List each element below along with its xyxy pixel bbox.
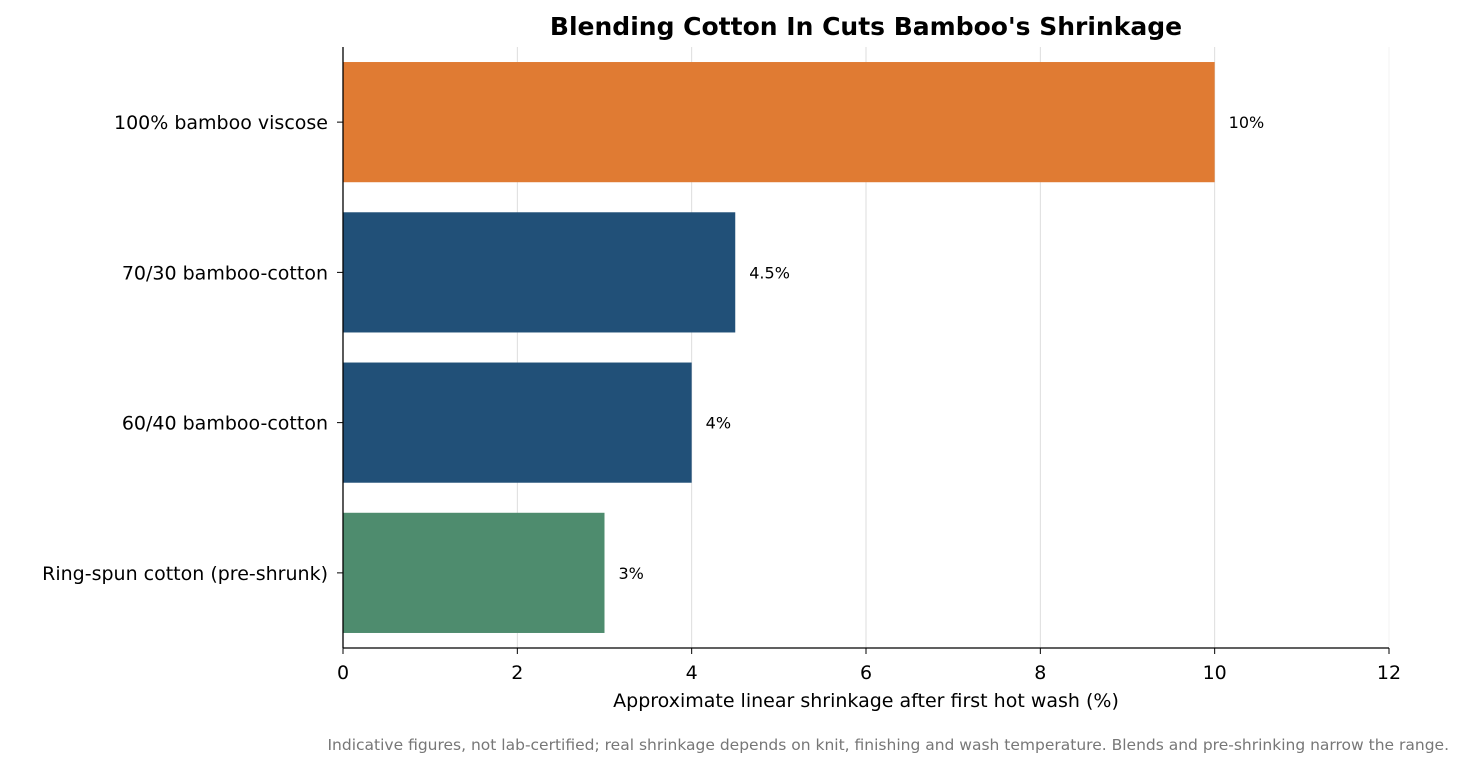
x-ticks: 0 2 4 6 8 10 12 bbox=[337, 648, 1401, 684]
category-label: Ring-spun cotton (pre-shrunk) bbox=[42, 563, 328, 585]
footnote: Indicative figures, not lab-certified; r… bbox=[327, 736, 1449, 754]
x-tick-label: 6 bbox=[860, 662, 872, 684]
bar bbox=[343, 62, 1215, 183]
data-label: 4% bbox=[706, 414, 731, 433]
x-axis-title: Approximate linear shrinkage after first… bbox=[613, 690, 1119, 712]
bar bbox=[343, 362, 692, 483]
bars bbox=[343, 62, 1215, 633]
bar bbox=[343, 212, 736, 333]
data-label: 4.5% bbox=[749, 263, 790, 282]
x-tick-label: 12 bbox=[1377, 662, 1401, 684]
x-tick-label: 4 bbox=[686, 662, 698, 684]
category-label: 70/30 bamboo-cotton bbox=[122, 262, 328, 284]
x-tick-label: 0 bbox=[337, 662, 349, 684]
chart-title: Blending Cotton In Cuts Bamboo's Shrinka… bbox=[550, 12, 1182, 41]
data-label: 3% bbox=[619, 564, 644, 583]
x-tick-label: 2 bbox=[511, 662, 523, 684]
category-label: 100% bamboo viscose bbox=[114, 112, 328, 134]
bar bbox=[343, 512, 605, 633]
x-tick-label: 8 bbox=[1034, 662, 1046, 684]
category-label: 60/40 bamboo-cotton bbox=[122, 413, 328, 435]
data-label: 10% bbox=[1229, 113, 1265, 132]
category-labels: 100% bamboo viscose 70/30 bamboo-cotton 60… bbox=[42, 112, 328, 585]
x-tick-label: 10 bbox=[1203, 662, 1227, 684]
data-labels: 10% 4.5% 4% 3% bbox=[619, 113, 1265, 583]
